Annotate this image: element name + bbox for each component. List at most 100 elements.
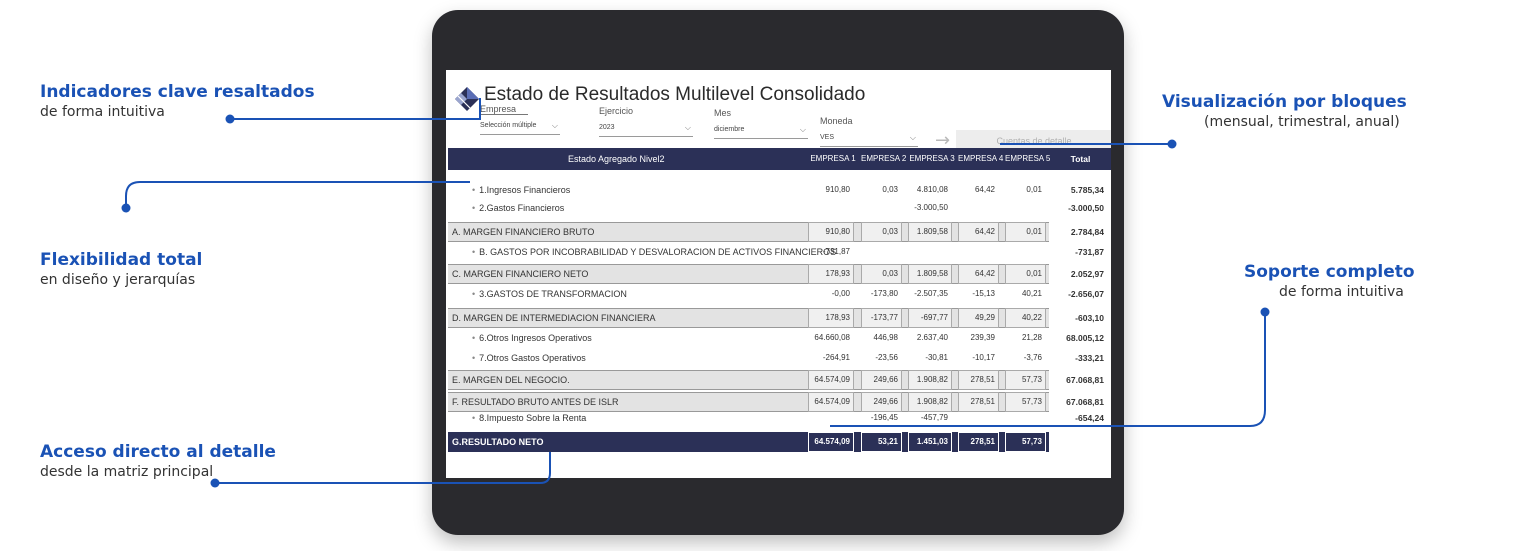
column-header[interactable]: EMPRESA 1 [810, 154, 856, 163]
matrix-row-group[interactable]: A. MARGEN FINANCIERO BRUTO 910,80 0,03 1.80… [448, 222, 1111, 242]
column-header[interactable]: EMPRESA 4 [958, 154, 1004, 163]
value-cell[interactable]: 446,98 [873, 333, 898, 342]
value-cell[interactable]: 239,39 [970, 333, 995, 342]
column-header[interactable]: EMPRESA 3 [909, 154, 955, 163]
value-cell[interactable]: 57,73 [1021, 397, 1042, 406]
matrix-row-group[interactable]: D. MARGEN DE INTERMEDIACION FINANCIERA 17… [448, 308, 1111, 328]
value-cell[interactable]: -196,45 [870, 413, 898, 422]
value-cell[interactable]: 4.810,08 [916, 185, 948, 194]
value-cell[interactable]: -457,79 [920, 413, 948, 422]
filter-moneda-select[interactable]: VES ⌵ [820, 130, 918, 147]
total-cell[interactable]: -731,87 [1075, 247, 1104, 257]
flex-dot [121, 203, 131, 213]
row-label: • 7.Otros Gastos Operativos [472, 348, 586, 368]
matrix-row-group[interactable]: C. MARGEN FINANCIERO NETO 178,93 0,03 1.809… [448, 264, 1111, 284]
callout-support-subtitle: de forma intuitiva [1279, 284, 1404, 300]
value-cell[interactable]: 57,73 [1021, 375, 1042, 384]
total-cell[interactable]: -603,10 [1075, 313, 1104, 323]
value-cell[interactable]: 0,01 [1026, 185, 1042, 194]
value-cell[interactable]: -3.000,50 [914, 203, 948, 212]
matrix-row-group[interactable]: F. RESULTADO BRUTO ANTES DE ISLR 64.574,0… [448, 392, 1111, 412]
value-cell[interactable]: -30,81 [925, 353, 948, 362]
value-cell[interactable]: -697,77 [920, 313, 948, 322]
matrix-row-detail[interactable]: • 3.GASTOS DE TRANSFORMACION -0,00 -173,80 -… [448, 284, 1111, 304]
total-cell[interactable]: 66.414,57 [1066, 437, 1104, 447]
value-cell[interactable]: 64.574,09 [814, 397, 850, 406]
row-bullet: • [472, 203, 476, 213]
value-cell[interactable]: -173,77 [870, 313, 898, 322]
filter-ejercicio-select[interactable]: 2023 ⌵ [599, 120, 693, 137]
value-cell[interactable]: 249,66 [873, 375, 898, 384]
total-cell[interactable]: -654,24 [1075, 413, 1104, 423]
value-cell[interactable]: 910,80 [825, 185, 850, 194]
filter-mes-select[interactable]: diciembre ⌵ [714, 122, 808, 139]
value-cell[interactable]: 0,01 [1026, 227, 1042, 236]
value-cell[interactable]: 2.637,40 [916, 333, 948, 342]
value-cell[interactable]: -731,87 [822, 247, 850, 256]
column-header[interactable]: EMPRESA 5 [1005, 154, 1051, 163]
value-cell[interactable]: -3,76 [1023, 353, 1042, 362]
total-cell[interactable]: 67.068,81 [1066, 375, 1104, 385]
total-cell[interactable]: 5.785,34 [1070, 185, 1104, 195]
detail-accounts-button[interactable]: Cuentas de detalle [956, 130, 1111, 152]
value-cell[interactable]: 0,03 [882, 185, 898, 194]
total-cell[interactable]: 67.068,81 [1066, 397, 1104, 407]
value-cell[interactable]: -2.507,35 [914, 289, 948, 298]
value-cell[interactable]: 64.660,08 [814, 333, 850, 342]
value-cell[interactable]: 910,80 [825, 227, 850, 236]
value-cell[interactable]: 278,51 [970, 437, 995, 446]
value-box [808, 432, 854, 452]
value-cell[interactable]: 64,42 [974, 269, 995, 278]
value-cell[interactable]: -15,13 [972, 289, 995, 298]
value-cell[interactable]: 64.574,09 [814, 437, 850, 446]
value-cell[interactable]: 278,51 [970, 397, 995, 406]
value-cell[interactable]: -0,00 [831, 289, 850, 298]
value-cell[interactable]: 0,03 [882, 269, 898, 278]
arrow-right-icon[interactable]: → [935, 130, 951, 151]
value-cell[interactable]: 64,42 [974, 227, 995, 236]
value-cell[interactable]: 1.908,82 [916, 397, 948, 406]
total-cell[interactable]: 2.784,84 [1070, 227, 1104, 237]
value-cell[interactable]: 57,73 [1021, 437, 1042, 446]
value-cell[interactable]: 1.908,82 [916, 375, 948, 384]
value-cell[interactable]: 249,66 [873, 397, 898, 406]
matrix-row-detail[interactable]: • 1.Ingresos Financieros 910,80 0,03 4.810,0… [448, 180, 1111, 200]
total-cell[interactable]: 2.052,97 [1070, 269, 1104, 279]
row-label-text: 1.Ingresos Financieros [479, 185, 571, 195]
value-box [861, 432, 902, 452]
matrix-row-group[interactable]: E. MARGEN DEL NEGOCIO. 64.574,09 249,66 1.9… [448, 370, 1111, 390]
matrix-row-total[interactable]: G.RESULTADO NETO 64.574,09 53,21 1.451,03 27… [448, 432, 1111, 452]
value-cell[interactable]: 1.451,03 [916, 437, 948, 446]
value-cell[interactable]: -264,91 [822, 353, 850, 362]
value-cell[interactable]: 21,28 [1021, 333, 1042, 342]
value-cell[interactable]: 0,01 [1026, 269, 1042, 278]
value-cell[interactable]: 178,93 [825, 269, 850, 278]
value-cell[interactable]: 1.809,58 [916, 269, 948, 278]
total-cell[interactable]: 68.005,12 [1066, 333, 1104, 343]
value-cell[interactable]: 64.574,09 [814, 375, 850, 384]
value-cell[interactable]: 0,03 [882, 227, 898, 236]
matrix-row-detail[interactable]: • 8.Impuesto Sobre la Renta -196,45 -457,79… [448, 408, 1111, 428]
total-cell[interactable]: -3.000,50 [1068, 203, 1104, 213]
value-cell[interactable]: 49,29 [974, 313, 995, 322]
value-cell[interactable]: 64,42 [974, 185, 995, 194]
filter-empresa-select[interactable]: Selección múltiple ⌵ [480, 118, 560, 135]
matrix-row-detail[interactable]: • 6.Otros Ingresos Operativos 64.660,08 446… [448, 328, 1111, 348]
value-cell[interactable]: 1.809,58 [916, 227, 948, 236]
value-cell[interactable]: 53,21 [877, 437, 898, 446]
total-cell[interactable]: -2.656,07 [1068, 289, 1104, 299]
value-cell[interactable]: 178,93 [825, 313, 850, 322]
matrix-row-detail[interactable]: • 2.Gastos Financieros -3.000,50 -3.000,50 [448, 198, 1111, 218]
total-cell[interactable]: -333,21 [1075, 353, 1104, 363]
value-cell[interactable]: -173,80 [870, 289, 898, 298]
row-label-text: 6.Otros Ingresos Operativos [479, 333, 592, 343]
matrix-row-detail[interactable]: • B. GASTOS POR INCOBRABILIDAD Y DESVALOR… [448, 242, 1111, 262]
column-header[interactable]: Total [1070, 154, 1091, 164]
value-cell[interactable]: -10,17 [972, 353, 995, 362]
value-cell[interactable]: 40,22 [1021, 313, 1042, 322]
value-cell[interactable]: 278,51 [970, 375, 995, 384]
value-cell[interactable]: -23,56 [875, 353, 898, 362]
column-header[interactable]: EMPRESA 2 [861, 154, 907, 163]
matrix-row-detail[interactable]: • 7.Otros Gastos Operativos -264,91 -23,56 -… [448, 348, 1111, 368]
value-cell[interactable]: 40,21 [1021, 289, 1042, 298]
